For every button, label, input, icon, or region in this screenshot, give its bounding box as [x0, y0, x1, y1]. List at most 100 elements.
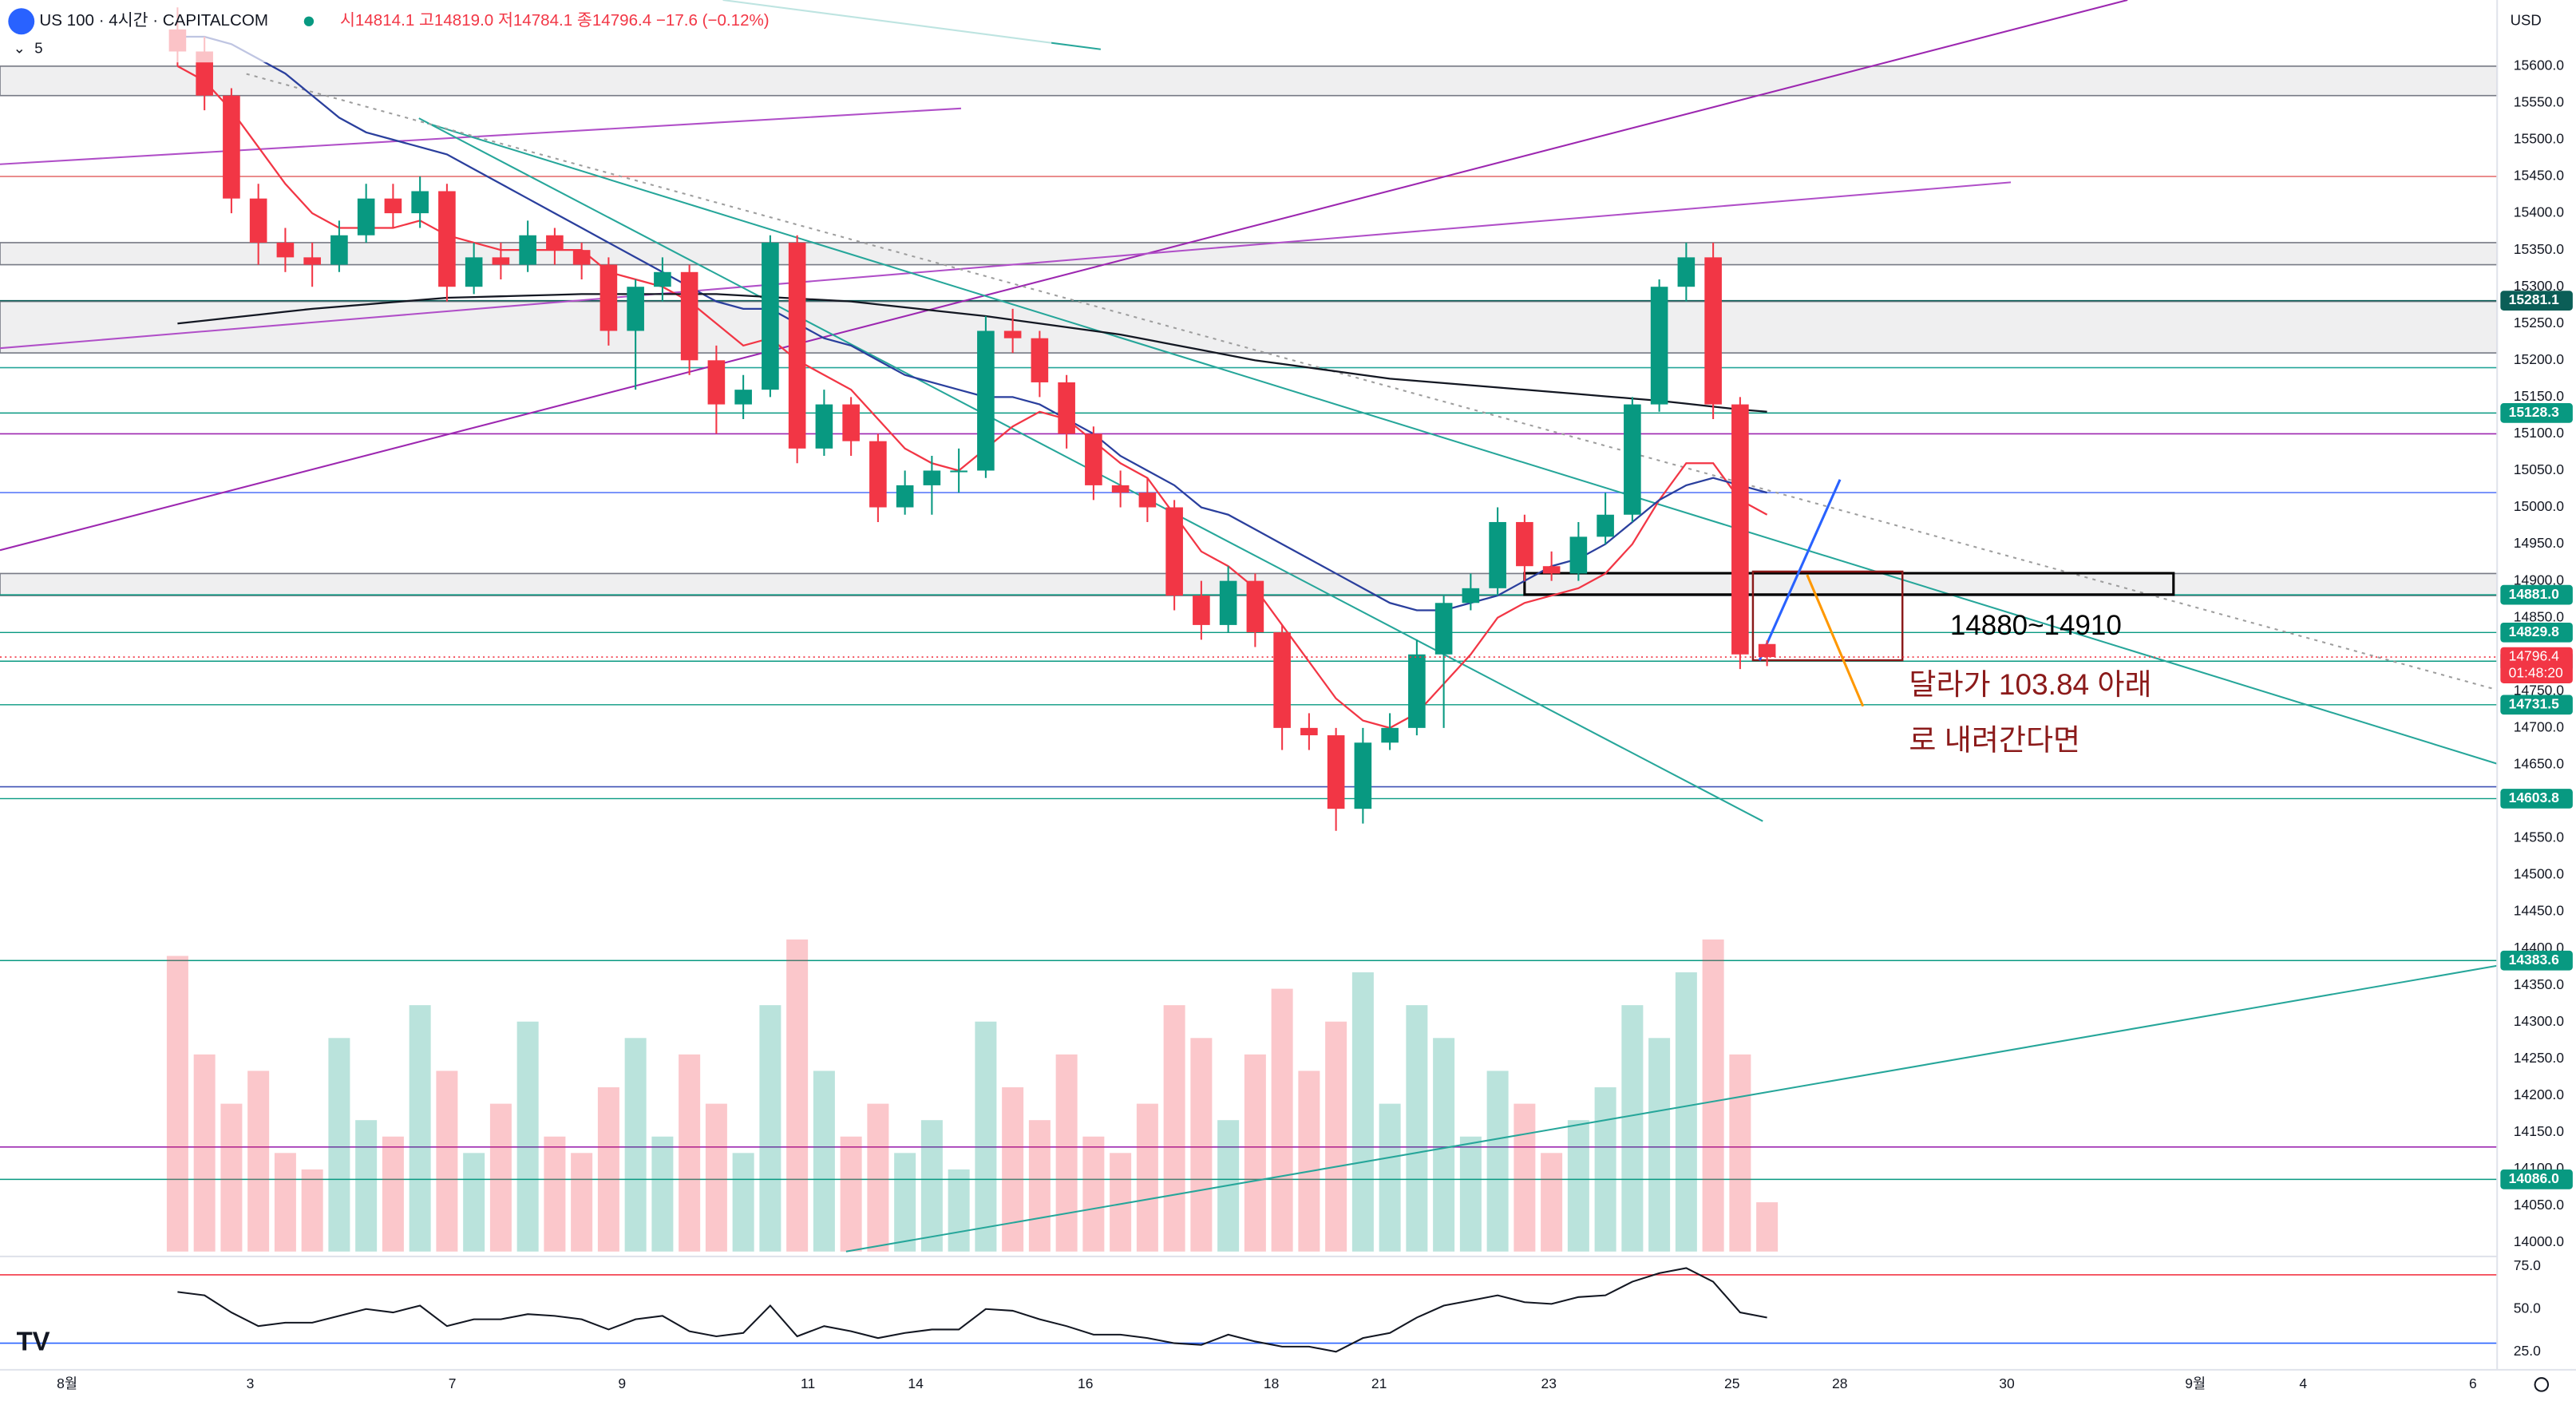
candle-body — [1219, 580, 1237, 625]
candle-body — [1597, 514, 1614, 537]
candle-body — [303, 257, 321, 265]
volume-bar — [1729, 1054, 1751, 1252]
rsi-tick-label: 25.0 — [2514, 1343, 2541, 1359]
candle-body — [1193, 596, 1210, 625]
y-tick-label: 14350.0 — [2514, 976, 2564, 992]
volume-bar — [1002, 1087, 1024, 1252]
y-tick-label: 15450.0 — [2514, 168, 2564, 184]
candle-body — [1434, 603, 1453, 655]
annotation: 달라가 103.84 아래 — [1909, 667, 2151, 701]
x-tick-label: 6 — [2469, 1375, 2477, 1391]
candle-body — [1542, 566, 1561, 574]
volume-bar — [679, 1054, 701, 1252]
volume-bar — [1325, 1021, 1347, 1252]
y-tick-label: 14750.0 — [2514, 682, 2564, 698]
level-label: 14881.0 — [2509, 586, 2559, 602]
volume-bar — [1082, 1136, 1105, 1252]
level-badge — [2500, 695, 2573, 715]
volume-bar — [1675, 972, 1697, 1252]
x-tick-label: 3 — [247, 1375, 255, 1391]
collapse-icon[interactable]: ⌄ — [13, 40, 26, 57]
annotation: 14880~14910 — [1950, 610, 2122, 641]
settings-icon[interactable] — [2534, 1377, 2550, 1392]
x-tick-label: 18 — [1264, 1375, 1279, 1391]
y-tick-label: 14550.0 — [2514, 829, 2564, 845]
volume-bar — [382, 1136, 404, 1252]
y-tick-label: 14700.0 — [2514, 718, 2564, 734]
countdown: 01:48:20 — [2509, 664, 2563, 680]
x-tick-label: 4 — [2299, 1375, 2307, 1391]
rsi-line — [177, 1267, 1767, 1353]
candle-body — [519, 235, 536, 265]
x-tick-label: 14 — [908, 1375, 924, 1391]
candle-body — [438, 191, 456, 287]
x-tick-label: 23 — [1541, 1375, 1557, 1391]
volume-bar — [1486, 1071, 1509, 1252]
y-tick-label: 14900.0 — [2514, 572, 2564, 588]
last-price-badge — [2500, 647, 2573, 683]
candle-body — [384, 198, 402, 214]
y-tick-label: 14250.0 — [2514, 1050, 2564, 1066]
candle-body — [1516, 521, 1533, 567]
candle-body — [815, 404, 833, 449]
volume-bar — [516, 1021, 539, 1252]
volume-bar — [975, 1021, 997, 1252]
volume-bar — [571, 1153, 593, 1252]
candle-body — [1246, 580, 1264, 633]
logo[interactable]: TV — [17, 1327, 50, 1356]
header-bg — [0, 0, 1052, 63]
trend-line — [246, 73, 2498, 691]
candle-body — [411, 191, 429, 214]
candle-body — [1327, 735, 1345, 809]
candle-body — [869, 441, 887, 508]
volume-bar — [193, 1054, 216, 1252]
candle-body — [249, 198, 267, 243]
candle-body — [599, 264, 618, 331]
chart-title[interactable]: US 100 · 4시간 · CAPITALCOM — [39, 11, 268, 30]
currency[interactable]: USD — [2511, 12, 2542, 29]
volume-bar — [1459, 1136, 1482, 1252]
candle-body — [627, 287, 644, 331]
candle-body — [1300, 727, 1318, 736]
level-badge — [2500, 291, 2573, 311]
volume-bar — [409, 1005, 431, 1252]
volume-bar — [489, 1103, 512, 1252]
volume-bar — [1702, 939, 1724, 1252]
y-tick-label: 14650.0 — [2514, 756, 2564, 772]
y-tick-label: 14500.0 — [2514, 866, 2564, 882]
candle-body — [1704, 257, 1722, 405]
y-tick-label: 14150.0 — [2514, 1123, 2564, 1139]
volume-bar — [1648, 1038, 1671, 1252]
volume-bar — [166, 956, 188, 1252]
x-tick-label: 7 — [449, 1375, 457, 1391]
volume-bar — [328, 1038, 350, 1252]
candle-body — [1085, 433, 1102, 485]
candle-body — [357, 198, 375, 235]
up-path — [1758, 479, 1842, 661]
last-price-label: 14796.4 — [2509, 648, 2559, 664]
volume-bar — [705, 1103, 727, 1252]
volume-bar — [1567, 1120, 1589, 1252]
volume-bar — [1351, 972, 1374, 1252]
volume-bar — [1136, 1103, 1158, 1252]
x-tick-label: 28 — [1832, 1375, 1847, 1391]
y-tick-label: 15550.0 — [2514, 94, 2564, 110]
candle-body — [1031, 338, 1049, 382]
volume-bar — [1621, 1005, 1644, 1252]
volume-bar — [1190, 1038, 1213, 1252]
level-label: 14731.5 — [2509, 695, 2559, 711]
candle-body — [1138, 493, 1157, 508]
volume-bar — [732, 1153, 754, 1252]
symbol-logo[interactable] — [8, 8, 35, 35]
drawings — [0, 0, 2498, 1253]
range-box — [1523, 572, 2175, 596]
moving-average — [177, 35, 1767, 611]
indicator-count[interactable]: 5 — [34, 40, 42, 57]
volume-bar — [355, 1120, 378, 1252]
y-tick-label: 15600.0 — [2514, 57, 2564, 73]
candle-body — [707, 360, 726, 405]
level-label: 14603.8 — [2509, 790, 2559, 805]
candle-body — [977, 330, 995, 471]
candle-body — [465, 257, 483, 287]
volume-bar — [1055, 1054, 1078, 1252]
